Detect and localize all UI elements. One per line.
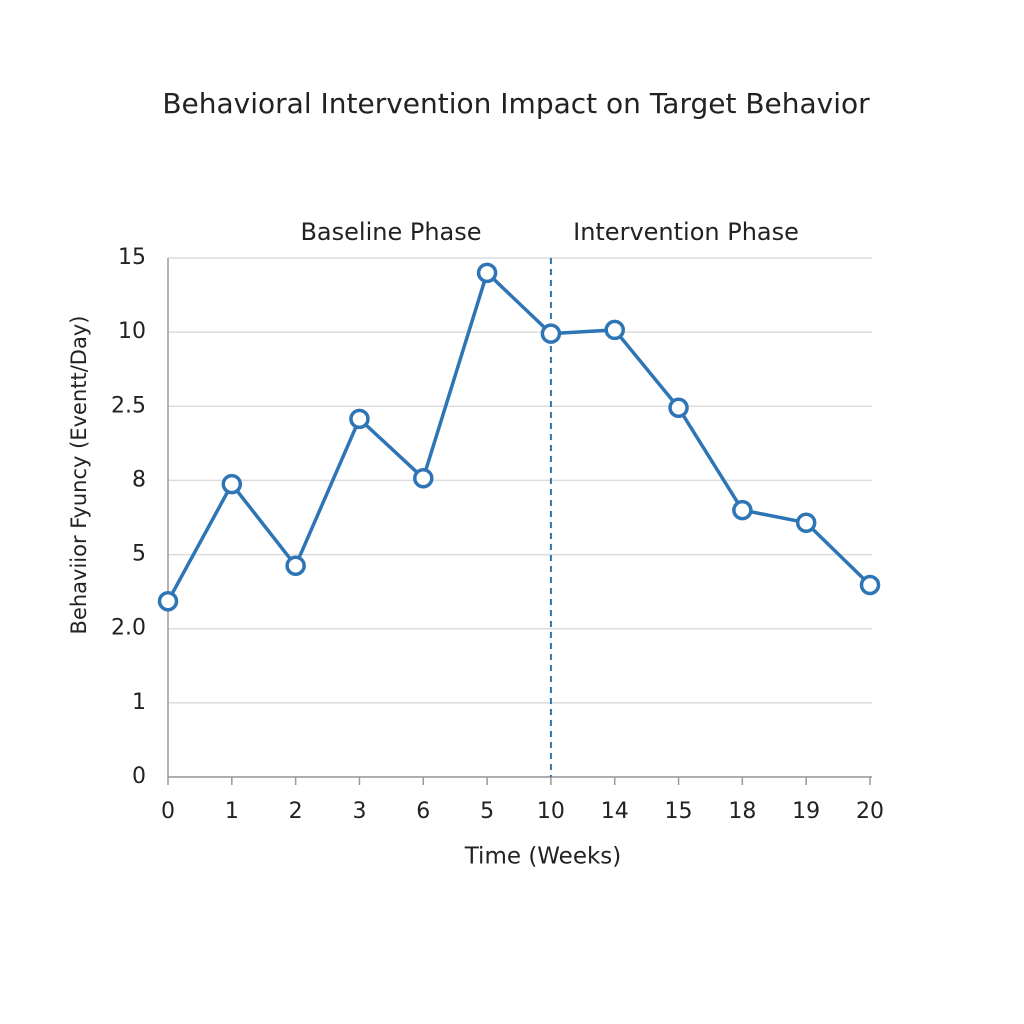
- data-point: [540, 323, 562, 344]
- x-axis-label: Time (Weeks): [464, 844, 622, 870]
- data-point: [157, 591, 179, 612]
- y-tick-label: 2.5: [111, 393, 146, 418]
- data-point: [413, 467, 434, 489]
- x-tick-label: 10: [537, 799, 565, 824]
- data-point: [795, 512, 817, 533]
- phase-label: Baseline Phase: [300, 218, 481, 246]
- data-point: [604, 319, 625, 341]
- x-tick-label: 0: [161, 799, 175, 824]
- x-tick-label: 1: [225, 799, 239, 824]
- x-tick-label: 19: [792, 799, 820, 824]
- x-tick-label: 14: [601, 799, 629, 824]
- y-tick-label: 15: [118, 245, 146, 270]
- x-tick-label: 20: [856, 799, 884, 824]
- data-point: [476, 262, 498, 284]
- x-tick-label: 15: [665, 799, 693, 824]
- chart-title: Behavioral Intervention Impact on Target…: [162, 87, 870, 120]
- y-tick-label: 2.0: [111, 616, 146, 641]
- x-tick-label: 2: [289, 799, 303, 824]
- y-axis-label: Behaviior Fyuncy (Eventt/Day): [67, 316, 91, 635]
- y-tick-label: 0: [132, 764, 146, 789]
- data-point: [859, 574, 881, 596]
- data-point: [221, 473, 243, 495]
- x-tick-label: 3: [352, 799, 366, 824]
- y-tick-label: 5: [132, 542, 146, 567]
- data-point: [732, 499, 753, 521]
- data-point: [668, 397, 689, 419]
- y-tick-label: 8: [132, 467, 146, 492]
- x-tick-label: 18: [728, 799, 756, 824]
- x-tick-label: 6: [416, 799, 430, 824]
- series-line: [166, 271, 872, 603]
- phase-label: Intervention Phase: [573, 218, 799, 246]
- data-point: [285, 555, 306, 576]
- y-tick-label: 10: [118, 319, 146, 344]
- data-point: [349, 408, 370, 430]
- y-tick-label: 1: [132, 690, 146, 715]
- x-tick-label: 5: [480, 799, 494, 824]
